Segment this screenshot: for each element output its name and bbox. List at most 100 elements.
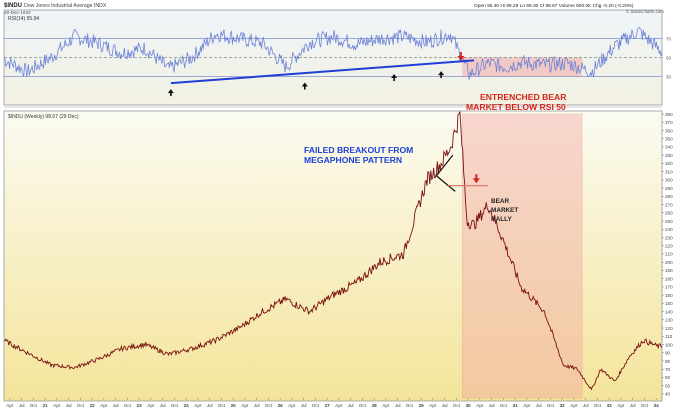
x-tick-label-12: Apr xyxy=(147,403,155,408)
x-tick-label-54: Oct xyxy=(641,403,649,408)
x-tick-label-18: Oct xyxy=(218,403,226,408)
header-symbol: $INDU xyxy=(4,3,22,9)
support-arrow-1 xyxy=(301,82,308,90)
x-tick-label-35: 29 xyxy=(419,403,425,408)
rsi-level-label-50: 50 xyxy=(666,56,672,61)
x-tick-label-25: Jul xyxy=(301,403,307,408)
x-tick-label-1: Jul xyxy=(19,403,25,408)
x-tick-label-3: 21 xyxy=(43,403,49,408)
bear-zone-price xyxy=(461,113,583,399)
megaphone-lower xyxy=(436,175,456,192)
y-tick-label-28: 100 xyxy=(665,342,673,347)
x-tick-label-48: Apr xyxy=(570,403,578,408)
x-tick-label-21: Jul xyxy=(254,403,260,408)
y-tick-label-24: 140 xyxy=(665,309,673,314)
y-tick-label-20: 180 xyxy=(665,276,673,281)
x-tick-label-7: 22 xyxy=(90,403,96,408)
x-tick-label-8: Apr xyxy=(100,403,108,408)
x-tick-label-15: 24 xyxy=(184,403,190,408)
x-tick-label-46: Oct xyxy=(547,403,555,408)
y-tick-label-6: 320 xyxy=(665,161,673,166)
y-tick-label-15: 230 xyxy=(665,235,673,240)
rally-note-line1: BEAR xyxy=(491,198,509,205)
rsi-line xyxy=(3,27,663,80)
breakout-note-line2: MEGAPHONE PATTERN xyxy=(304,155,402,165)
x-tick-label-39: 30 xyxy=(466,403,472,408)
y-tick-label-11: 270 xyxy=(665,202,673,207)
x-tick-label-22: Oct xyxy=(265,403,273,408)
support-arrow-2 xyxy=(391,73,398,81)
x-tick-label-27: 27 xyxy=(325,403,331,408)
x-tick-label-49: Jul xyxy=(583,403,589,408)
y-tick-label-19: 190 xyxy=(665,268,673,273)
rally-note-line3: RALLY xyxy=(491,216,512,223)
y-tick-label-16: 220 xyxy=(665,244,673,249)
y-tick-label-27: 110 xyxy=(665,334,673,339)
x-tick-label-30: Oct xyxy=(359,403,367,408)
y-tick-label-7: 310 xyxy=(665,169,673,174)
x-tick-label-53: Jul xyxy=(630,403,636,408)
x-tick-label-24: Apr xyxy=(288,403,296,408)
y-tick-label-4: 340 xyxy=(665,145,673,150)
x-tick-label-26: Oct xyxy=(312,403,320,408)
rally-note-line2: MARKET xyxy=(491,207,518,214)
y-tick-label-34: 40 xyxy=(665,392,671,397)
x-tick-label-11: 23 xyxy=(137,403,143,408)
y-tick-label-30: 80 xyxy=(665,359,671,364)
rsi-level-label-30: 30 xyxy=(666,75,672,80)
x-tick-label-47: 32 xyxy=(560,403,566,408)
x-tick-label-4: Apr xyxy=(53,403,61,408)
x-tick-label-20: Apr xyxy=(241,403,249,408)
price-line xyxy=(3,111,663,391)
y-tick-label-5: 330 xyxy=(665,153,673,158)
x-tick-label-41: Jul xyxy=(489,403,495,408)
header-stats: Open 95.30 Hi 99.29 Lo 95.30 Cl 98.67 Vo… xyxy=(474,3,634,9)
y-tick-label-14: 240 xyxy=(665,227,673,232)
header-name: Dow Jones Industrial Average INDX xyxy=(24,3,107,9)
x-tick-label-33: Jul xyxy=(395,403,401,408)
y-tick-label-12: 260 xyxy=(665,211,673,216)
x-tick-label-37: Jul xyxy=(442,403,448,408)
y-tick-label-32: 60 xyxy=(665,375,671,380)
x-tick-label-19: 25 xyxy=(231,403,237,408)
bear-market-note-line1: ENTRENCHED BEAR xyxy=(480,92,567,102)
breakout-note-line1: FAILED BREAKOUT FROM xyxy=(304,145,413,155)
x-tick-label-17: Jul xyxy=(207,403,213,408)
x-tick-label-50: Oct xyxy=(594,403,602,408)
price-panel-background xyxy=(3,110,663,402)
x-tick-label-9: Jul xyxy=(113,403,119,408)
x-tick-label-34: Oct xyxy=(406,403,414,408)
y-tick-label-22: 160 xyxy=(665,293,673,298)
y-tick-label-23: 150 xyxy=(665,301,673,306)
price-rally-arrow xyxy=(472,174,480,184)
y-tick-label-0: 380 xyxy=(665,112,673,117)
y-tick-label-8: 300 xyxy=(665,178,673,183)
rsi-layer: 70 50 30 xyxy=(3,27,672,97)
bear-market-note-line2: MARKET BELOW RSI 50 xyxy=(466,102,566,112)
x-tick-label-14: Oct xyxy=(171,403,179,408)
y-tick-label-25: 130 xyxy=(665,318,673,323)
y-tick-label-33: 50 xyxy=(665,383,671,388)
y-tick-label-2: 360 xyxy=(665,128,673,133)
rsi-label: RSI(14) 55.94 xyxy=(8,16,39,22)
x-tick-label-16: Apr xyxy=(194,403,202,408)
y-tick-label-29: 90 xyxy=(665,351,671,356)
x-tick-label-38: Oct xyxy=(453,403,461,408)
support-arrow-3 xyxy=(438,71,445,79)
header-date: 29-Dec-1933 xyxy=(4,10,31,15)
x-tick-label-31: 28 xyxy=(372,403,378,408)
price-layer xyxy=(3,111,663,399)
header-source: © StockCharts.com xyxy=(626,9,664,14)
y-tick-label-3: 350 xyxy=(665,136,673,141)
x-tick-label-23: 26 xyxy=(278,403,284,408)
x-tick-label-0: Apr xyxy=(6,403,14,408)
axes-layer: 380 370 360 350 340 330 320 310 300 290 280 270 260 2… xyxy=(6,112,673,408)
y-tick-label-1: 370 xyxy=(665,120,673,125)
x-tick-label-13: Jul xyxy=(160,403,166,408)
y-tick-label-17: 210 xyxy=(665,252,673,257)
annotation-layer: ENTRENCHED BEAR MARKET BELOW RSI 50 FAIL… xyxy=(304,92,567,223)
y-tick-label-9: 290 xyxy=(665,186,673,191)
price-label: $INDU (Weekly) 98.67 (29 Dec) xyxy=(8,114,79,120)
